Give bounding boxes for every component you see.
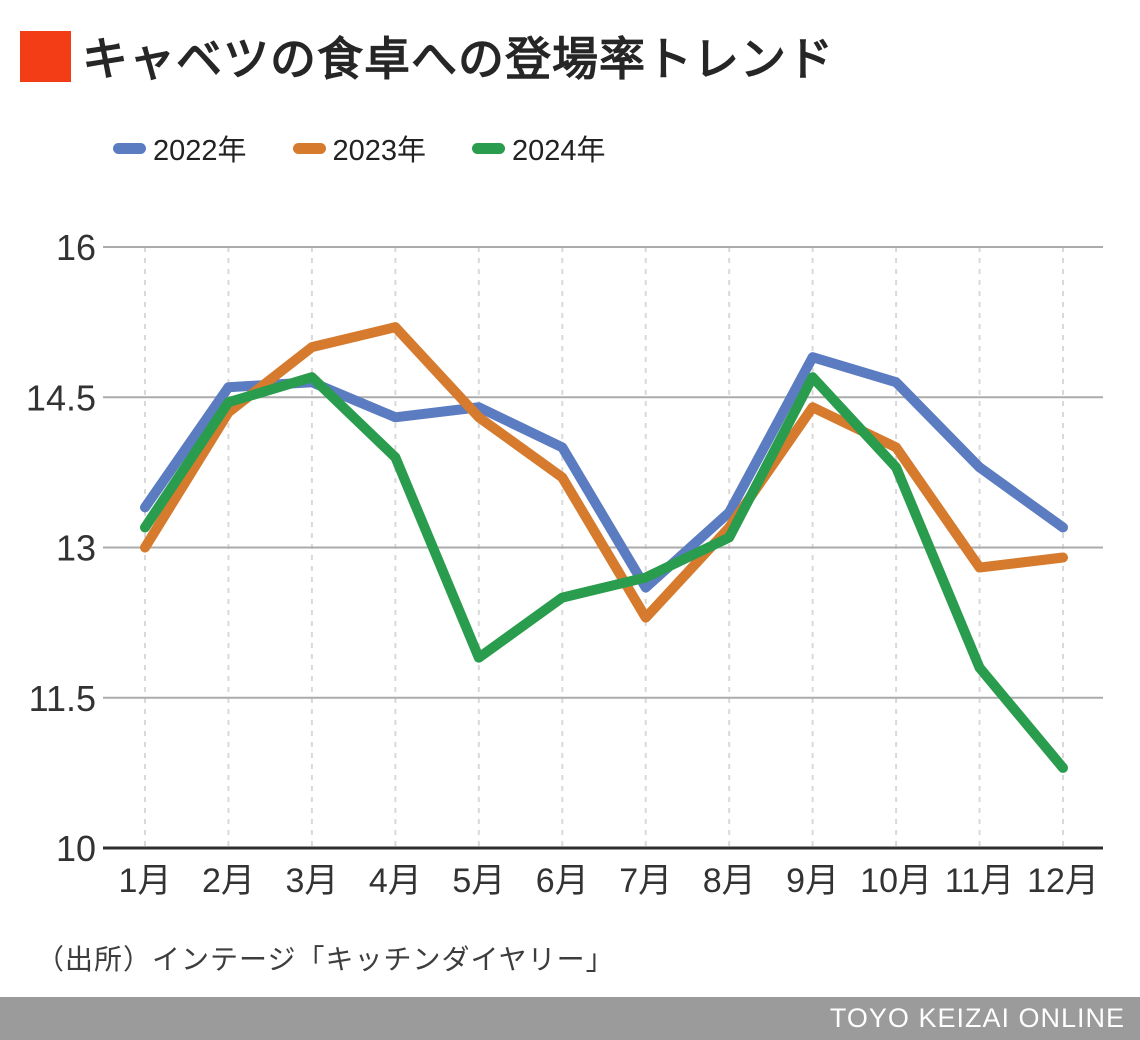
source-note: （出所）インテージ「キッチンダイヤリー」	[36, 944, 615, 975]
footer-brand: TOYO KEIZAI ONLINE	[829, 1003, 1125, 1033]
x-axis-tick-label: 7月	[619, 862, 672, 900]
x-axis-tick-label: 5月	[452, 862, 505, 900]
series-line-2023年	[140, 322, 1068, 623]
legend-item-2023年: 2023年	[292, 127, 427, 169]
legend-swatch	[472, 142, 506, 154]
x-axis-tick-label: 2月	[202, 862, 255, 900]
x-axis-tick-label: 9月	[786, 862, 839, 900]
x-axis-tick-label: 1月	[119, 862, 172, 900]
title-accent-square	[20, 30, 71, 82]
x-axis-tick-label: 6月	[536, 862, 589, 900]
footer-bar: TOYO KEIZAI ONLINE	[0, 997, 1140, 1040]
y-axis-tick-label: 13	[56, 528, 96, 569]
page-title: キャベツの食卓への登場率トレンド	[82, 33, 834, 85]
legend-item-2022年: 2022年	[113, 127, 247, 169]
y-axis-tick-label: 11.5	[29, 678, 96, 719]
legend-label: 2024年	[512, 135, 606, 167]
y-axis-tick-label: 16	[56, 227, 96, 268]
x-axis-tick-label: 12月	[1027, 862, 1099, 900]
y-axis-tick-label: 14.5	[26, 377, 96, 418]
x-axis-tick-label: 3月	[285, 862, 338, 900]
x-axis-tick-label: 8月	[703, 862, 756, 900]
legend-label: 2023年	[332, 135, 427, 167]
chart-header: キャベツの食卓への登場率トレンド	[20, 28, 834, 85]
x-axis-tick-label: 4月	[369, 862, 422, 900]
legend-swatch	[292, 142, 326, 154]
legend: 2022年 2023年 2024年	[113, 127, 606, 169]
legend-label: 2022年	[153, 135, 247, 167]
x-axis-tick-label: 11月	[945, 862, 1014, 900]
series-line-2024年	[140, 372, 1068, 773]
y-axis-tick-label: 10	[56, 828, 96, 869]
x-axis-tick-label: 10月	[860, 862, 932, 900]
legend-item-2024年: 2024年	[472, 127, 606, 169]
legend-swatch	[113, 142, 146, 154]
